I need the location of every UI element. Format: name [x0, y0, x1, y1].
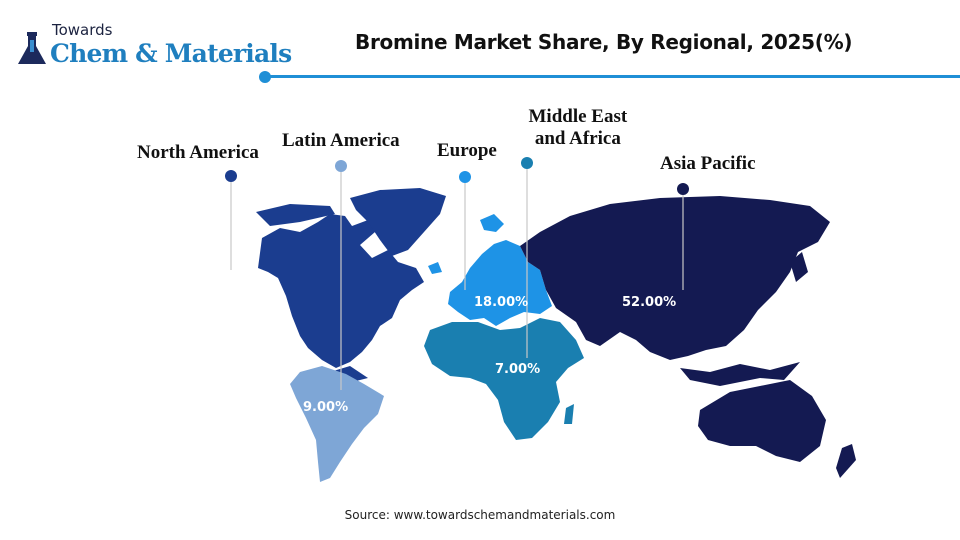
value-label-north-america: 14.00%	[207, 280, 262, 295]
region-latin-america[interactable]	[290, 366, 384, 482]
region-asia-pacific[interactable]	[520, 196, 856, 478]
logo-top-text: Towards	[52, 21, 113, 39]
leader-lines	[225, 157, 689, 390]
region-name-europe: Europe	[437, 140, 497, 161]
region-name-north-america: North America	[137, 142, 259, 163]
region-name-latin-america: Latin America	[282, 130, 400, 151]
marker-dot-asia-pacific	[677, 183, 689, 195]
value-label-europe: 18.00%	[474, 295, 529, 310]
value-label-latin-america: 9.00%	[303, 400, 349, 415]
region-europe[interactable]	[428, 214, 552, 326]
region-middle-east-africa[interactable]	[424, 318, 584, 440]
marker-dot-europe	[459, 171, 471, 183]
region-name-asia-pacific: Asia Pacific	[660, 153, 756, 174]
value-label-middle-east-and-africa: 7.00%	[495, 362, 541, 377]
region-shapes	[256, 188, 856, 482]
marker-dot-latin-america	[335, 160, 347, 172]
chart-title: Bromine Market Share, By Regional, 2025(…	[355, 30, 853, 54]
value-label-asia-pacific: 52.00%	[622, 295, 677, 310]
logo-main-text: Chem & Materials	[50, 39, 292, 68]
marker-dot-middle-east-and-africa	[521, 157, 533, 169]
source-note: Source: www.towardschemandmaterials.com	[344, 508, 616, 522]
flask-icon	[18, 32, 46, 64]
region-north-america[interactable]	[256, 188, 446, 382]
marker-dot-north-america	[225, 170, 237, 182]
title-rule-dot	[259, 71, 271, 83]
logo: Towards Chem & Materials	[16, 22, 336, 72]
region-name-middle-east-and-africa: Middle East and Africa	[528, 106, 628, 149]
title-rule	[268, 75, 960, 78]
